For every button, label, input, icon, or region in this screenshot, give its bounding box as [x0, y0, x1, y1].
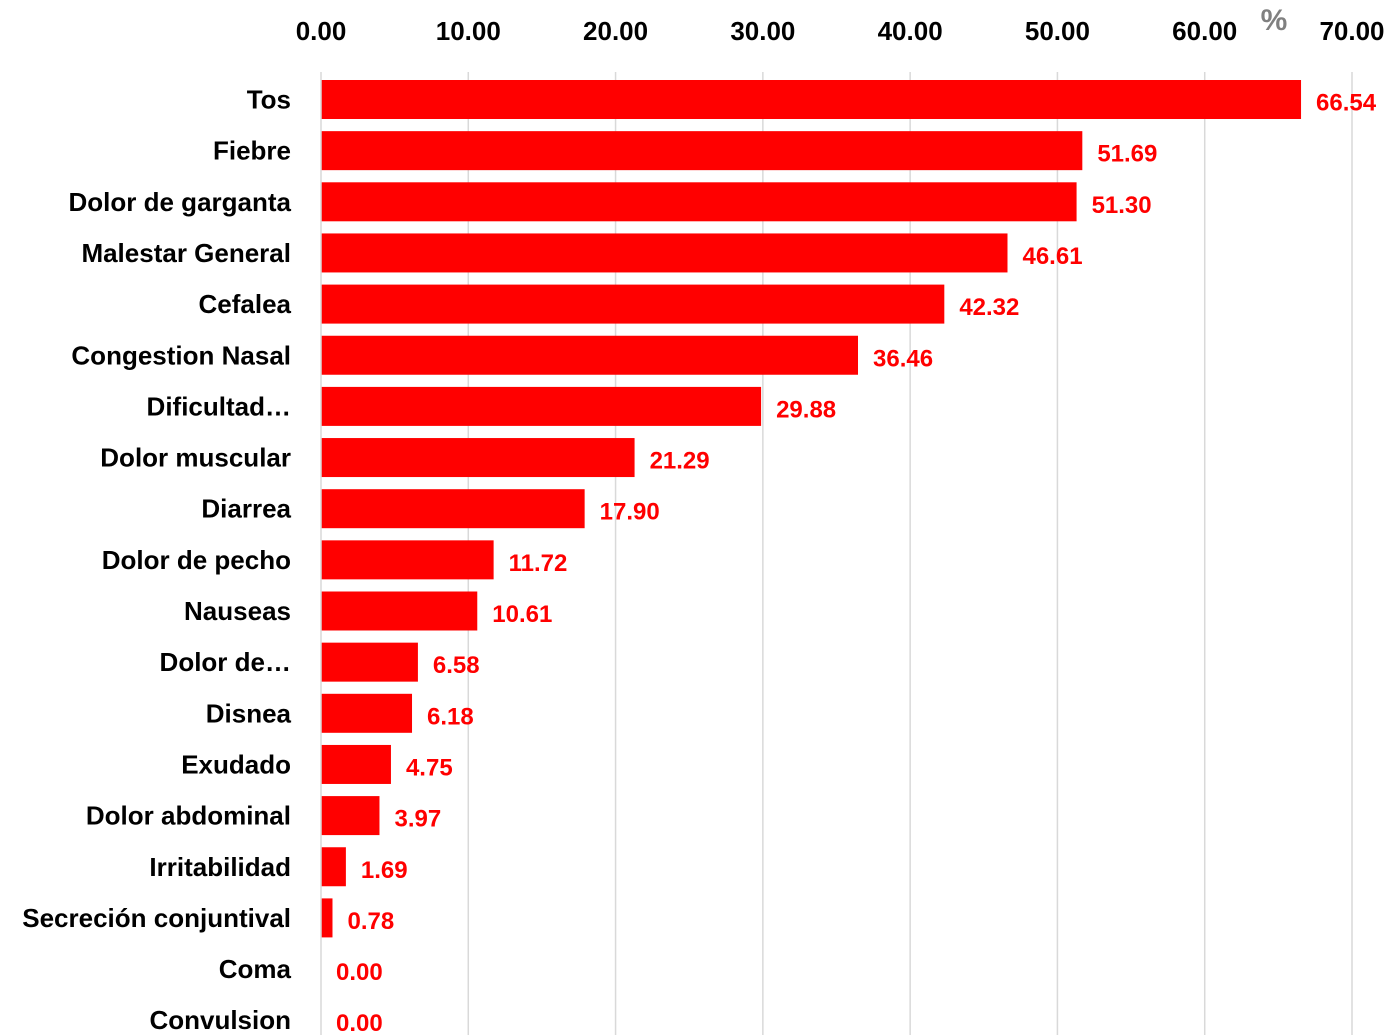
x-tick-label: 10.00: [436, 16, 501, 46]
category-label: Cefalea: [199, 289, 292, 319]
category-labels: Tos Fiebre Dolor de garganta Malestar Gener…: [22, 85, 291, 1035]
x-tick-label: 40.00: [878, 16, 943, 46]
bar: [321, 642, 418, 682]
data-label: 0.78: [347, 908, 394, 935]
bar: [321, 131, 1083, 171]
x-tick-label: 0.00: [296, 16, 347, 46]
category-label: Nauseas: [184, 596, 291, 626]
bar: [321, 591, 478, 631]
category-label: Coma: [219, 954, 292, 984]
category-label: Irritabilidad: [149, 852, 291, 882]
category-label: Dolor de…: [160, 647, 291, 677]
data-label: 3.97: [394, 806, 441, 833]
category-label: Malestar General: [81, 238, 291, 268]
bar: [321, 796, 380, 836]
category-label: Dolor de pecho: [102, 545, 291, 575]
category-label: Exudado: [181, 749, 291, 779]
x-tick-label: 60.00: [1172, 16, 1237, 46]
data-label: 0.00: [336, 1010, 383, 1035]
data-label: 0.00: [336, 959, 383, 986]
gridlines: [467, 72, 1353, 1035]
data-label: 46.61: [1022, 243, 1082, 270]
bar: [321, 80, 1302, 119]
category-label: Dolor de garganta: [69, 187, 292, 217]
data-label: 6.18: [427, 703, 474, 730]
x-axis-ticks: 0.00 10.00 20.00 30.00 40.00 50.00 60.00 70.00: [296, 16, 1385, 46]
category-label: Tos: [247, 85, 291, 115]
data-label: 1.69: [361, 857, 408, 884]
category-label: Diarrea: [201, 494, 291, 524]
category-label: Secreción conjuntival: [22, 903, 291, 933]
bar: [321, 438, 635, 478]
data-label: 6.58: [433, 652, 480, 679]
data-label: 4.75: [406, 754, 453, 781]
bar: [321, 335, 859, 375]
category-label: Convulsion: [149, 1005, 291, 1035]
data-label: 51.69: [1097, 141, 1157, 168]
bar: [321, 233, 1008, 273]
data-label: 29.88: [776, 396, 836, 423]
bars: [321, 80, 1302, 938]
category-label: Fiebre: [213, 136, 291, 166]
data-label: 17.90: [600, 499, 660, 526]
category-label: Congestion Nasal: [71, 340, 291, 370]
data-label: 10.61: [492, 601, 552, 628]
category-label: Dificultad…: [147, 391, 291, 421]
data-label: 51.30: [1092, 192, 1152, 219]
data-label: 42.32: [959, 294, 1019, 321]
unit-label: %: [1261, 4, 1288, 37]
bar: [321, 693, 413, 733]
bar: [321, 386, 762, 426]
x-tick-label: 70.00: [1319, 16, 1384, 46]
category-label: Disnea: [206, 698, 292, 728]
x-tick-label: 20.00: [583, 16, 648, 46]
bar: [321, 182, 1077, 222]
x-tick-label: 30.00: [730, 16, 795, 46]
bar: [321, 284, 945, 324]
bar: [321, 744, 391, 784]
data-label: 36.46: [873, 345, 933, 372]
bar: [321, 898, 333, 938]
data-label: 11.72: [509, 550, 568, 577]
bar: [321, 847, 346, 887]
category-label: Dolor muscular: [100, 443, 291, 473]
bar: [321, 540, 494, 580]
category-label: Dolor abdominal: [86, 801, 291, 831]
x-tick-label: 50.00: [1025, 16, 1090, 46]
data-label: 21.29: [650, 448, 710, 475]
data-label: 66.54: [1316, 90, 1377, 117]
bar: [321, 489, 585, 529]
